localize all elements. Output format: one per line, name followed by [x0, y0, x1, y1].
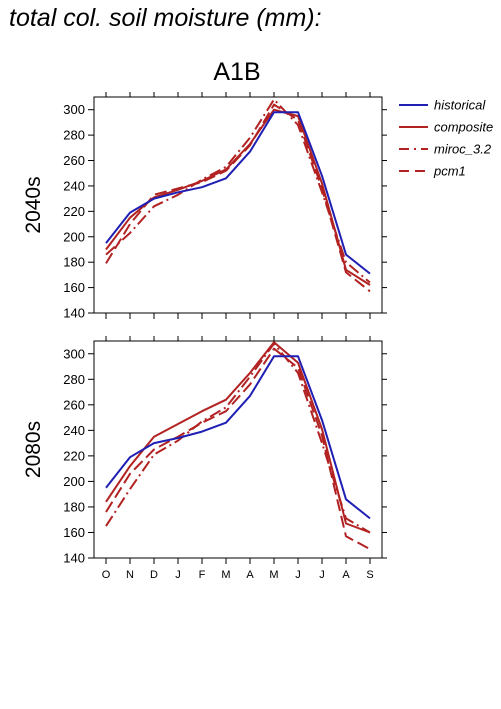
y-tick-label: 260 — [63, 153, 85, 168]
y-tick-label: 200 — [63, 229, 85, 244]
chart-panels: 140 160 180 200 220 240 260 280 300 2040s 140 160 18… — [22, 92, 387, 581]
legend: historical composite miroc_3.2 pcm1 — [399, 98, 493, 179]
scenario-label: A1B — [213, 58, 260, 86]
plot-frame — [93, 340, 383, 559]
y-tick-label: 160 — [63, 280, 85, 295]
panel-2040s: 140 160 180 200 220 240 260 280 300 2040s — [22, 92, 387, 321]
y-tick-label: 240 — [63, 423, 85, 438]
series-line-composite — [105, 108, 371, 286]
period-label-2080s: 2080s — [22, 421, 45, 478]
page-title: total col. soil moisture (mm): — [9, 4, 322, 32]
y-tick-label: 280 — [63, 128, 85, 143]
y-tick-label: 240 — [63, 178, 85, 193]
x-tick-label: M — [269, 569, 278, 581]
x-tick-label: F — [199, 569, 206, 581]
x-tick-label: A — [342, 569, 350, 581]
y-tick-label: 260 — [63, 397, 85, 412]
x-tick-label: D — [150, 569, 158, 581]
series-line-miroc_3.2 — [105, 342, 371, 534]
series-line-miroc_3.2 — [105, 98, 371, 284]
legend-label: historical — [434, 98, 486, 113]
panel-2080s: 140 160 180 200 220 240 260 280 300 O N D J F M A M J J A S 2… — [22, 336, 387, 581]
y-tick-label: 180 — [63, 499, 85, 514]
legend-item-composite: composite — [399, 120, 493, 135]
y-tick-label: 220 — [63, 204, 85, 219]
period-label-2040s: 2040s — [22, 176, 45, 233]
x-tick-label: A — [246, 569, 254, 581]
series-line-historical — [105, 111, 371, 275]
series-line-historical — [105, 355, 371, 520]
y-tick-label: 220 — [63, 448, 85, 463]
legend-label: miroc_3.2 — [434, 142, 492, 157]
y-tick-label: 180 — [63, 255, 85, 270]
x-tick-label: O — [102, 569, 111, 581]
legend-item-pcm1: pcm1 — [399, 164, 466, 179]
y-tick-label: 160 — [63, 525, 85, 540]
y-tick-label: 300 — [63, 102, 85, 117]
x-tick-label: J — [175, 569, 181, 581]
y-tick-label: 280 — [63, 372, 85, 387]
x-tick-label: J — [319, 569, 325, 581]
series-line-pcm1 — [105, 103, 371, 293]
x-tick-label: M — [221, 569, 230, 581]
y-tick-label: 200 — [63, 474, 85, 489]
x-tick-label: N — [126, 569, 134, 581]
legend-label: pcm1 — [433, 164, 466, 179]
y-tick-label: 300 — [63, 346, 85, 361]
series-line-composite — [105, 341, 371, 534]
legend-label: composite — [434, 120, 493, 135]
legend-item-miroc_3.2: miroc_3.2 — [399, 142, 492, 157]
y-tick-label: 140 — [63, 551, 85, 566]
series-line-pcm1 — [105, 347, 371, 550]
legend-item-historical: historical — [399, 98, 486, 113]
x-tick-label: S — [366, 569, 373, 581]
y-tick-label: 140 — [63, 306, 85, 321]
plot-frame — [93, 96, 383, 314]
x-tick-label: J — [295, 569, 301, 581]
